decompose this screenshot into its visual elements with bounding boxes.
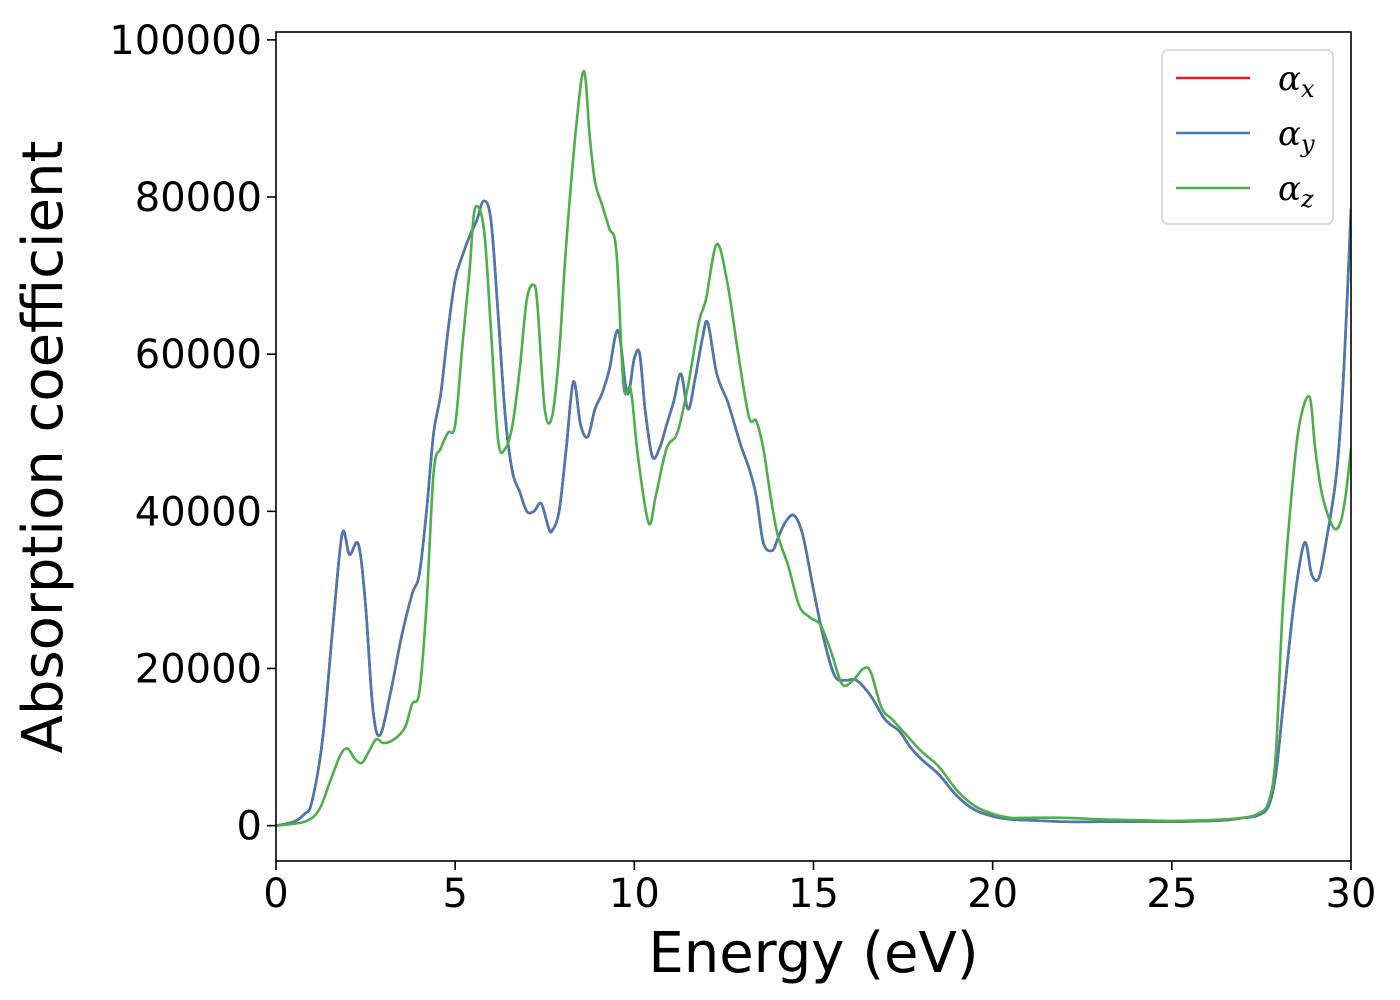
legend-box: [1161, 49, 1334, 225]
y-tick-label: 40000: [135, 489, 262, 535]
y-tick-label: 20000: [135, 646, 262, 692]
legend-label-alpha-z: αz: [1278, 169, 1314, 213]
y-axis-title: Absorption coefficient: [11, 141, 76, 754]
legend-label-subscript: y: [1300, 130, 1315, 158]
y-tick-label: 100000: [109, 18, 262, 64]
legend-label-subscript: x: [1301, 75, 1315, 103]
y-axis: 0 20000 40000 60000 80000 100000: [109, 18, 276, 850]
x-axis-title: Energy (eV): [648, 921, 978, 986]
x-axis: 0 5 10 15 20 25 30: [263, 861, 1376, 917]
x-tick-label: 15: [788, 871, 839, 917]
legend-label-alpha-y: αy: [1278, 114, 1315, 158]
legend-label-alpha-x: αx: [1278, 59, 1315, 103]
x-tick-label: 0: [263, 871, 288, 917]
x-tick-label: 25: [1146, 871, 1197, 917]
x-tick-label: 10: [609, 871, 660, 917]
legend-label-symbol: α: [1278, 114, 1301, 154]
series-layer: [276, 69, 1351, 827]
legend-label-subscript: z: [1300, 185, 1314, 213]
y-tick-label: 60000: [135, 332, 262, 378]
series-line-alpha-y: [276, 199, 1351, 827]
x-tick-label: 5: [442, 871, 467, 917]
x-tick-label: 30: [1326, 871, 1377, 917]
x-tick-label: 20: [967, 871, 1018, 917]
series-line-alpha-z: [276, 69, 1351, 827]
legend-label-symbol: α: [1278, 169, 1301, 209]
y-tick-label: 80000: [135, 175, 262, 221]
y-tick-label: 0: [237, 804, 262, 850]
legend-label-symbol: α: [1278, 59, 1301, 99]
